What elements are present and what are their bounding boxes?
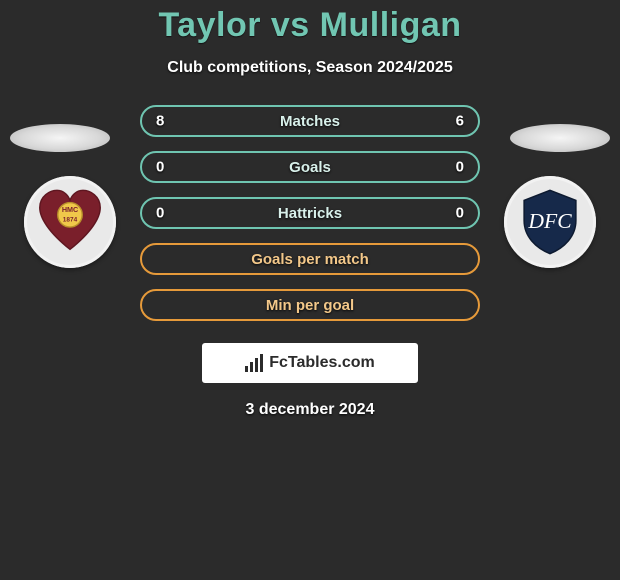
stats-list: 8 Matches 6 0 Goals 0 0 Hattricks 0 Goal… [140, 105, 480, 321]
stat-left-value: 0 [156, 159, 164, 176]
subtitle: Club competitions, Season 2024/2025 [167, 59, 452, 77]
stat-label: Matches [280, 113, 340, 130]
svg-text:DFC: DFC [527, 209, 572, 233]
stat-label: Hattricks [278, 205, 342, 222]
attribution-badge: FcTables.com [202, 343, 418, 383]
hearts-crest-icon: HMC 1874 [34, 186, 106, 258]
right-badge-ellipse [510, 124, 610, 152]
right-team-crest: DFC [504, 176, 596, 268]
bars-icon [245, 354, 263, 372]
stat-label: Min per goal [266, 297, 354, 314]
stat-label: Goals per match [251, 251, 369, 268]
date-text: 3 december 2024 [246, 401, 375, 419]
stat-row-min-per-goal: Min per goal [140, 289, 480, 321]
stat-row-goals: 0 Goals 0 [140, 151, 480, 183]
stat-right-value: 0 [456, 205, 464, 222]
svg-text:HMC: HMC [62, 205, 78, 214]
stat-label: Goals [289, 159, 331, 176]
stat-right-value: 0 [456, 159, 464, 176]
left-badge-ellipse [10, 124, 110, 152]
dundee-crest-icon: DFC [514, 186, 586, 258]
page-title: Taylor vs Mulligan [158, 6, 461, 45]
stat-left-value: 0 [156, 205, 164, 222]
stat-left-value: 8 [156, 113, 164, 130]
attribution-text: FcTables.com [269, 354, 375, 372]
left-team-crest: HMC 1874 [24, 176, 116, 268]
stat-row-matches: 8 Matches 6 [140, 105, 480, 137]
stat-row-hattricks: 0 Hattricks 0 [140, 197, 480, 229]
svg-text:1874: 1874 [63, 216, 78, 223]
stat-right-value: 6 [456, 113, 464, 130]
stat-row-goals-per-match: Goals per match [140, 243, 480, 275]
